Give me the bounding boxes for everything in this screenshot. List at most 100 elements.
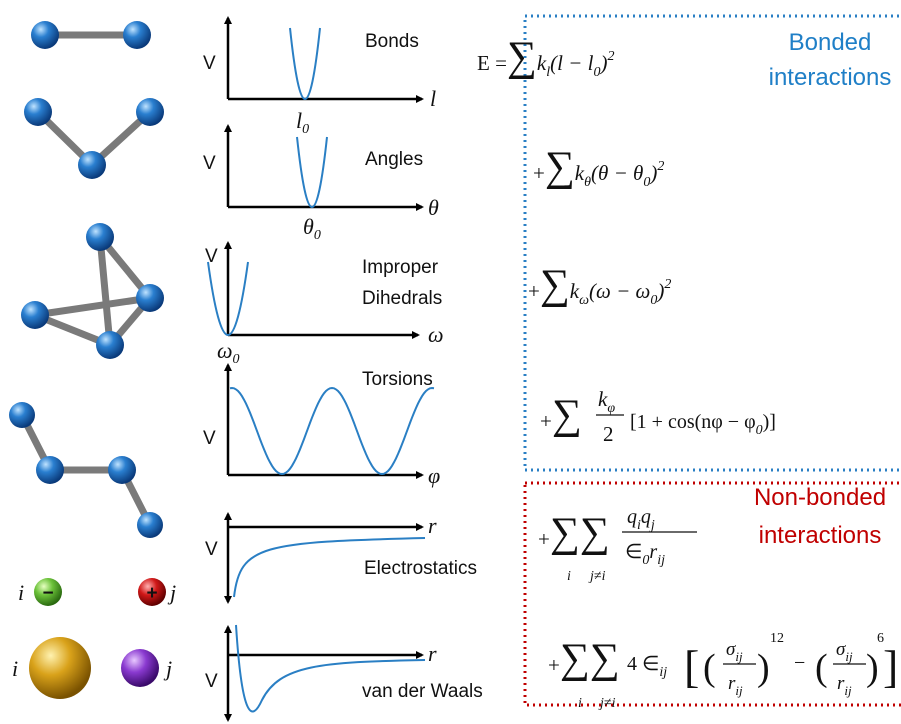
- formula-part: E =: [477, 51, 507, 75]
- group-label: Non-bonded: [754, 484, 886, 511]
- x-axis-label: r: [428, 641, 437, 666]
- formula-part: 0: [650, 293, 657, 308]
- formula-part: ij: [657, 553, 665, 568]
- equilibrium-label: l0: [296, 108, 309, 137]
- formula-part: φ: [607, 401, 615, 416]
- formula-text: +∑: [540, 392, 582, 438]
- formula-part: ij: [735, 649, 743, 664]
- atom-label: i: [18, 580, 24, 605]
- y-axis-label: V: [205, 539, 218, 560]
- formula-part: ∑: [590, 636, 620, 682]
- formula-part: ∑: [545, 144, 575, 190]
- formula-part: j≠i: [598, 696, 616, 711]
- row-label: Improper: [362, 257, 439, 278]
- row-label: Bonds: [365, 31, 419, 52]
- group-label: interactions: [769, 64, 892, 91]
- formula-text: ∈0rij: [625, 541, 665, 568]
- y-axis-label: V: [203, 53, 216, 74]
- formula-part: +: [548, 653, 560, 677]
- formula-part: ij: [659, 665, 667, 680]
- formula-part: ω: [579, 293, 589, 308]
- formula-text: [: [684, 641, 699, 692]
- formula-text: kφ: [598, 387, 615, 416]
- formula-part: ): [866, 647, 879, 689]
- y-axis-label: V: [203, 153, 216, 174]
- formula-text: 12: [770, 631, 784, 646]
- formula-text: (: [815, 647, 828, 689]
- formula-part: 4 ∈: [627, 653, 659, 675]
- formula-text: ): [866, 647, 879, 689]
- formula-part: q: [627, 506, 637, 528]
- formula-part: ∑: [580, 510, 610, 556]
- formula-text: 4 ∈ij: [627, 653, 667, 680]
- formula-part: (: [703, 647, 716, 689]
- formula-part: +: [538, 527, 550, 551]
- formula-text: qiqj: [627, 506, 655, 533]
- equilibrium-label: ω0: [217, 338, 240, 367]
- row-label: van der Waals: [362, 681, 483, 702]
- formula-part: 0: [643, 175, 650, 190]
- formula-part: q: [641, 506, 651, 528]
- formula-text: 2: [603, 422, 614, 446]
- formula-text: ]: [883, 641, 898, 692]
- formula-part: 0: [642, 553, 649, 568]
- row-label: Torsions: [362, 369, 433, 390]
- formula-part: i: [578, 696, 582, 711]
- formula-part: ∑: [507, 34, 537, 80]
- formula-part: +: [533, 161, 545, 185]
- atom-label: j: [167, 580, 176, 605]
- formula-text: +∑kω(ω − ω0)2: [528, 262, 671, 308]
- formula-part: ): [656, 279, 664, 303]
- formula-part: ): [649, 161, 657, 185]
- x-axis-label: θ: [428, 195, 439, 220]
- formula-text: j≠i: [588, 569, 606, 584]
- molecules: [9, 21, 166, 699]
- formula-part: 0: [593, 65, 600, 80]
- formula-part: ij: [844, 683, 852, 698]
- y-axis-label: V: [205, 246, 218, 267]
- formula-part: ): [599, 51, 607, 75]
- formula-part: i: [567, 569, 571, 584]
- formula-text: σij: [726, 639, 743, 664]
- formula-part: (ω − ω: [589, 279, 650, 303]
- eq-var: θ: [303, 214, 314, 239]
- formula-text: (: [703, 647, 716, 689]
- formula-part: (θ − θ: [591, 161, 643, 185]
- group-label: Bonded: [789, 29, 872, 56]
- formula-text: [1 + cos(nφ − φ0)]: [630, 411, 776, 438]
- row-label: Angles: [365, 149, 423, 170]
- formula-part: ): [757, 647, 770, 689]
- formula-text: E =∑kl(l − l0)2: [477, 34, 614, 80]
- formula-part: ∈: [625, 541, 642, 563]
- atom-label: i: [12, 656, 18, 681]
- formula-part: +: [528, 279, 540, 303]
- formula-part: (l − l: [550, 51, 593, 75]
- row-label: Electrostatics: [364, 558, 477, 579]
- x-axis-label: ω: [428, 322, 444, 347]
- eq-sub: 0: [314, 228, 321, 243]
- y-axis-label: V: [205, 671, 218, 692]
- eq-var: ω: [217, 338, 233, 363]
- formula-part: ∑: [540, 262, 570, 308]
- formula-text: rij: [837, 673, 852, 698]
- formula-part: ∑: [550, 510, 580, 556]
- formula-part: 0: [756, 423, 763, 438]
- formula-part: ij: [845, 649, 853, 664]
- formula-text: j≠i: [598, 696, 616, 711]
- formula-text: σij: [836, 639, 853, 664]
- formula-part: +: [540, 409, 552, 433]
- figure: i − + j i j Bonds V l l0 Angles V θ θ0 I…: [0, 0, 901, 724]
- x-axis-label: l: [430, 86, 436, 111]
- formula-text: rij: [728, 673, 743, 698]
- formula-part: 2: [664, 277, 671, 292]
- formula-part: ∑: [552, 392, 582, 438]
- eq-sub: 0: [302, 122, 309, 137]
- formula-part: ]: [883, 641, 898, 692]
- group-label: interactions: [759, 522, 882, 549]
- equilibrium-label: θ0: [303, 214, 321, 243]
- x-axis-label: r: [428, 513, 437, 538]
- formula-part: [: [684, 641, 699, 692]
- formula-text: +∑∑: [548, 636, 620, 682]
- formula-part: [1 + cos(nφ − φ: [630, 411, 756, 433]
- formula-part: r: [649, 541, 657, 563]
